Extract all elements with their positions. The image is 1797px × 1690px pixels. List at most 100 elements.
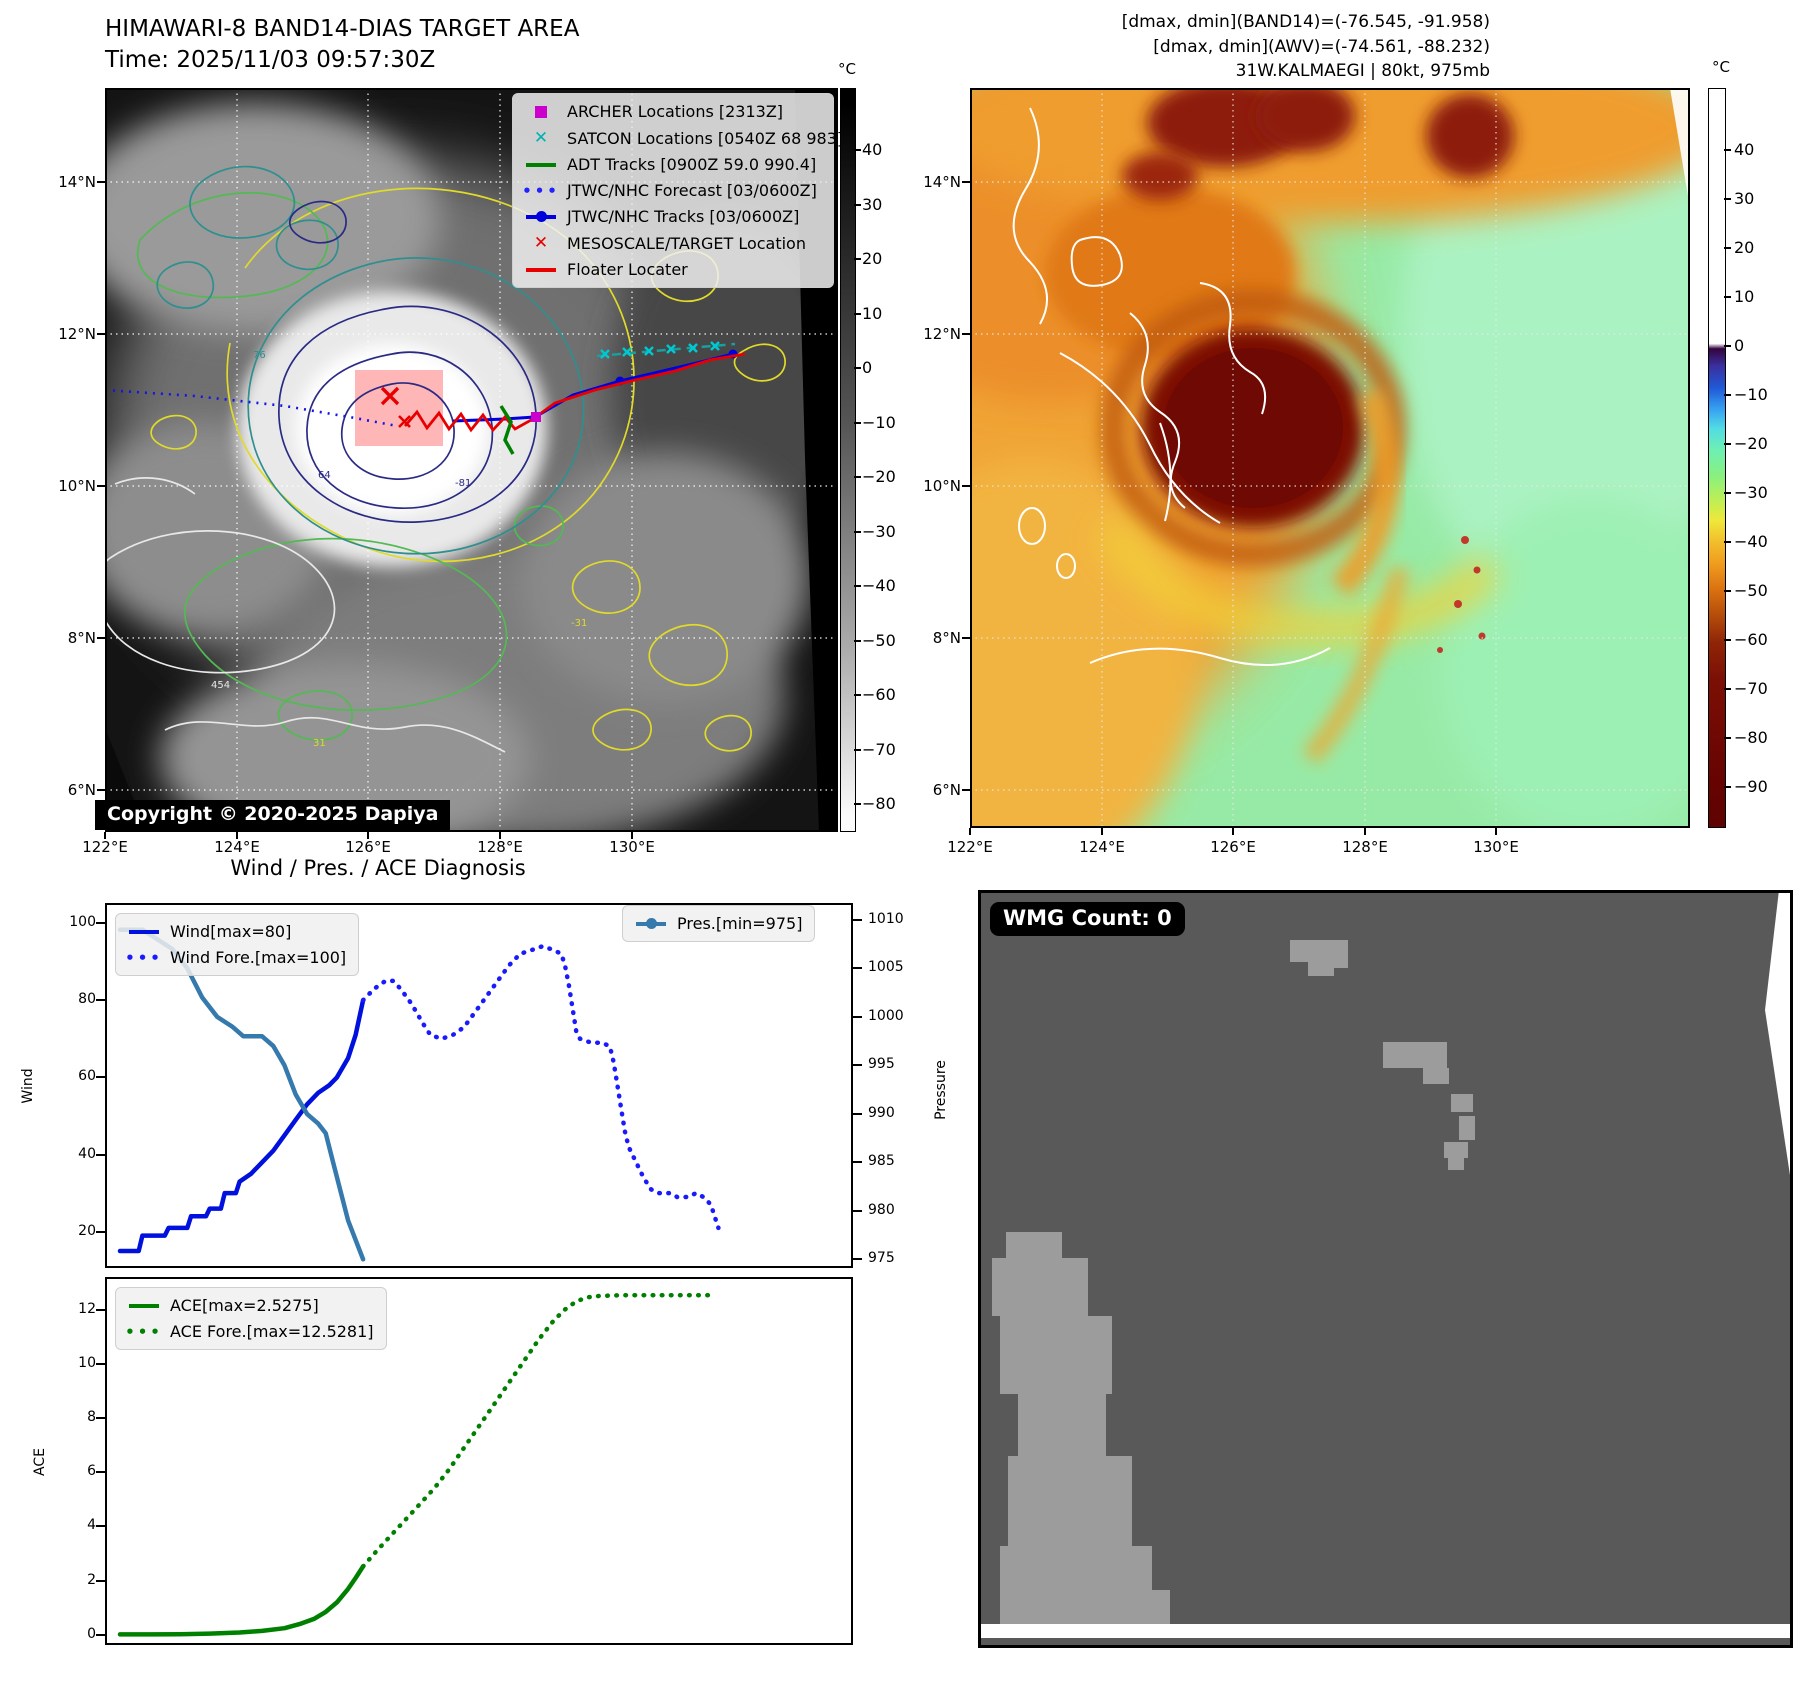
ace-ytick: 10	[78, 1354, 96, 1371]
band14-colorbar-tick: 10	[862, 303, 883, 323]
adt-extension-line	[596, 342, 736, 358]
awv-colorbar-tickmark	[1724, 149, 1731, 151]
contour-value-label: 31	[313, 738, 326, 749]
wmg-cloud-blobs	[992, 940, 1475, 1634]
awv-colorbar-tickmark	[1724, 688, 1731, 690]
copyright-label: Copyright © 2020-2025 Dapiya	[95, 800, 451, 830]
x-legend-marker-icon: ✕	[533, 128, 549, 148]
pressure-ytick: 975	[868, 1250, 895, 1267]
band14-colorbar-tick: 0	[862, 358, 873, 377]
band14-lon-tickmark	[367, 832, 369, 839]
awv-lat-tickmark	[962, 181, 970, 183]
awv-colorbar-tickmark	[1724, 492, 1731, 494]
map-legend-entry: ADT Tracks [0900Z 59.0 990.4]	[525, 155, 821, 174]
line-dot-legend-marker-icon	[525, 210, 557, 222]
line-legend-marker-icon	[525, 162, 557, 167]
square-legend-marker-icon	[525, 105, 557, 118]
band14-lon-tick: 124°E	[214, 838, 260, 856]
awv-graticule	[970, 88, 1690, 828]
band14-lat-tickmark	[97, 637, 105, 639]
pressure-ytick: 995	[868, 1056, 895, 1073]
pressure-legend-label: Pres.[min=975]	[677, 914, 803, 933]
awv-header-band14-stats: [dmax, dmin](BAND14)=(-76.545, -91.958)	[1121, 12, 1490, 32]
ace-analysis-line	[117, 1564, 366, 1637]
band14-lon-tick: 126°E	[345, 838, 391, 856]
awv-lon-tick: 126°E	[1210, 838, 1256, 856]
awv-header: [dmax, dmin](BAND14)=(-76.545, -91.958) …	[1100, 10, 1490, 84]
awv-lat-tick: 8°N	[932, 629, 961, 647]
wind-analysis-line	[117, 997, 366, 1254]
contour-value-label: -31	[571, 618, 588, 629]
dotted-legend-marker-icon: •••	[522, 181, 560, 200]
band14-lon-tickmark	[499, 832, 501, 839]
ace-ytick: 12	[78, 1300, 96, 1317]
wind-ytick: 40	[78, 1145, 96, 1162]
awv-colorbar-tickmark	[1724, 394, 1731, 396]
awv-colorbar-tick: −50	[1734, 581, 1768, 600]
ace-forecast-line	[360, 1292, 714, 1569]
pressure-ytickmark	[853, 1112, 862, 1115]
pressure-ytickmark	[853, 918, 862, 921]
pressure-legend: Pres.[min=975]	[622, 905, 816, 942]
pressure-ytickmark	[853, 1161, 862, 1164]
pressure-legend-entry: Pres.[min=975]	[635, 914, 802, 933]
band14-colorbar-tick: −60	[862, 685, 896, 704]
band14-colorbar-tickmark	[854, 639, 861, 642]
awv-lon-tickmark	[1495, 828, 1497, 835]
map-legend-label: MESOSCALE/TARGET Location	[567, 233, 806, 253]
awv-lat-tick: 12°N	[923, 325, 961, 343]
awv-colorbar-tickmark	[1724, 345, 1731, 347]
wind-legend-label: Wind[max=80]	[170, 922, 292, 941]
x-legend-marker-icon: ✕	[533, 233, 549, 253]
ace-ytickmark	[96, 1633, 105, 1636]
band14-lon-tick: 130°E	[609, 838, 655, 856]
band14-colorbar-tickmark	[854, 585, 861, 587]
pressure-line	[117, 927, 366, 1262]
coastlines	[1012, 107, 1331, 667]
awv-colorbar-tickmark	[1724, 639, 1731, 641]
awv-colorbar-tick: −70	[1734, 679, 1768, 698]
ace-ytick: 6	[87, 1463, 96, 1480]
ace-ytick: 2	[87, 1571, 96, 1588]
pressure-ytick: 985	[868, 1153, 895, 1170]
map-legend-entry: ✕ MESOSCALE/TARGET Location	[525, 233, 821, 253]
band14-colorbar-tickmark	[854, 748, 861, 751]
awv-lon-tickmark	[1101, 828, 1103, 835]
map-legend-label: Floater Locater	[567, 260, 688, 279]
awv-colorbar-tick: 30	[1734, 189, 1755, 208]
awv-lat-tick: 10°N	[923, 477, 961, 495]
line-legend-marker-icon	[128, 929, 160, 934]
contour-value-label: 64	[318, 470, 331, 481]
awv-colorbar-tick: −30	[1734, 483, 1768, 502]
awv-colorbar-tickmark	[1724, 590, 1731, 592]
band14-colorbar-unit: °C	[838, 60, 856, 78]
band14-lon-tick: 128°E	[477, 838, 523, 856]
awv-colorbar-tickmark	[1724, 737, 1731, 739]
diagnosis-title: Wind / Pres. / ACE Diagnosis	[230, 856, 526, 880]
contour-value-label: 76	[253, 350, 266, 361]
awv-lat-tickmark	[962, 485, 970, 487]
ace-ytickmark	[96, 1579, 105, 1582]
map-legend: ARCHER Locations [2313Z] ✕ SATCON Location…	[512, 93, 843, 288]
band14-colorbar-tick: −20	[862, 467, 896, 486]
awv-lat-tick: 6°N	[932, 781, 961, 799]
band14-colorbar-tickmark	[854, 258, 861, 260]
awv-colorbar-tick: 40	[1734, 140, 1755, 159]
band14-lat-tick: 14°N	[58, 173, 96, 191]
ace-legend-label: ACE Fore.[max=12.5281]	[170, 1322, 374, 1341]
map-legend-label: SATCON Locations [0540Z 68 983]	[567, 128, 844, 148]
ace-ytickmark	[96, 1417, 105, 1420]
awv-header-storm-id: 31W.KALMAEGI | 80kt, 975mb	[1235, 61, 1490, 82]
ace-legend-entry: ••• ACE Fore.[max=12.5281]	[125, 1322, 374, 1341]
awv-lat-tickmark	[962, 333, 970, 335]
map-legend-label: ADT Tracks [0900Z 59.0 990.4]	[567, 155, 817, 174]
wind-ytick: 100	[69, 914, 96, 931]
wmg-panel: WMG Count: 0	[978, 890, 1793, 1648]
awv-colorbar-unit: °C	[1712, 58, 1730, 76]
wind-forecast-line	[360, 943, 721, 1231]
wind-ytickmark	[96, 1230, 105, 1233]
pressure-ytickmark	[853, 1258, 862, 1261]
satcon-markers	[600, 341, 720, 359]
ace-ytickmark	[96, 1308, 105, 1311]
